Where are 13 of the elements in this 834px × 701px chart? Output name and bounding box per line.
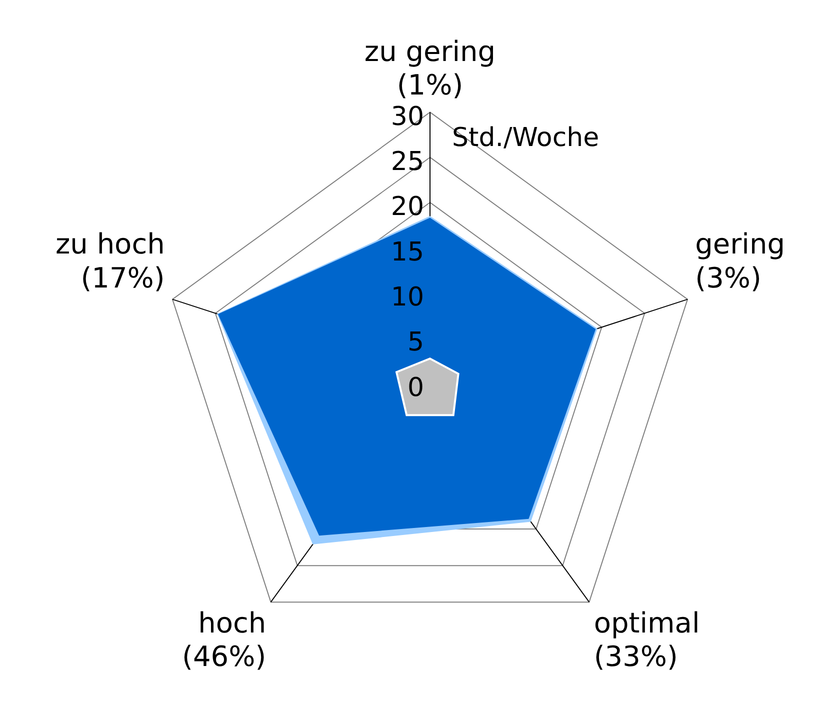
spoke-label: zu gering (1%) <box>364 35 496 102</box>
spoke-label: optimal (33%) <box>594 606 700 674</box>
spoke-label: zu hoch (17%) <box>55 228 165 294</box>
y-tick-label: 20 <box>390 192 424 222</box>
y-tick-label: 15 <box>390 237 424 268</box>
y-tick-label: 30 <box>390 102 424 132</box>
spoke-label: gering (3%) <box>695 228 785 294</box>
y-tick-label: 25 <box>390 147 424 178</box>
y-tick-label: 5 <box>407 328 424 358</box>
text: Std./Woche <box>452 123 600 154</box>
y-tick-label: 0 <box>407 372 424 403</box>
y-tick-label: 10 <box>390 282 424 312</box>
spoke-label: hoch (46%) <box>182 606 266 674</box>
